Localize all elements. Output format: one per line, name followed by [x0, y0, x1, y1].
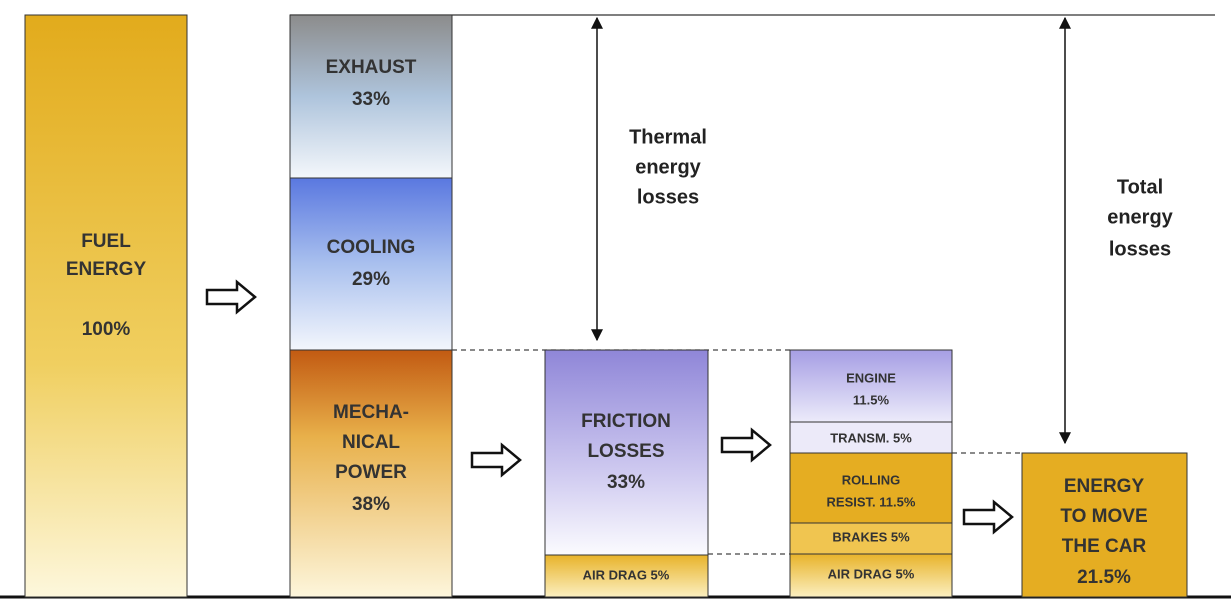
label: TRANSM. 5% [830, 430, 912, 445]
friction-block [544, 349, 709, 556]
label: 33% [352, 89, 390, 110]
cooling-block [289, 177, 453, 351]
label: AIR DRAG 5% [828, 566, 915, 581]
label: AIR DRAG 5% [583, 567, 670, 582]
annotation: losses [1109, 238, 1171, 260]
label: BRAKES 5% [832, 529, 910, 544]
label: MECHA- [333, 402, 409, 423]
label: 29% [352, 269, 390, 290]
label: POWER [335, 462, 407, 483]
annotation: energy [1107, 206, 1173, 228]
label: LOSSES [587, 441, 664, 462]
flow-arrow [205, 279, 257, 315]
label: ENERGY [1064, 476, 1145, 497]
air-drag-block [544, 554, 709, 598]
exhaust-block [289, 14, 453, 179]
label: 33% [607, 472, 645, 493]
fuel-block [24, 14, 188, 598]
brakes-block [789, 522, 953, 555]
move-car-block [1021, 452, 1188, 598]
label: COOLING [327, 237, 416, 258]
label: THE CAR [1062, 536, 1147, 557]
label: ROLLING [842, 472, 901, 487]
rolling-block [789, 452, 953, 524]
engine-block [789, 349, 953, 423]
air-drag-block [789, 553, 953, 598]
annotation: Total [1117, 176, 1163, 198]
label: 11.5% [853, 392, 890, 407]
flow-arrow [962, 499, 1014, 535]
label: ENGINE [846, 370, 896, 385]
mechanical-block [289, 349, 453, 598]
label: FRICTION [581, 411, 671, 432]
transmission-block [789, 421, 953, 454]
label: 100% [82, 319, 131, 340]
flow-arrow [470, 442, 522, 478]
flow-arrows [205, 279, 1014, 535]
label: NICAL [342, 432, 400, 453]
annotation: energy [635, 156, 701, 178]
flow-arrow [720, 427, 772, 463]
label: ENERGY [66, 259, 147, 280]
label: 38% [352, 494, 390, 515]
annotation: losses [637, 186, 699, 208]
label: EXHAUST [326, 57, 417, 78]
label: 21.5% [1077, 567, 1131, 588]
label: FUEL [81, 231, 131, 252]
label: RESIST. 11.5% [827, 494, 916, 509]
label: TO MOVE [1060, 506, 1147, 527]
annotation: Thermal [629, 126, 707, 148]
